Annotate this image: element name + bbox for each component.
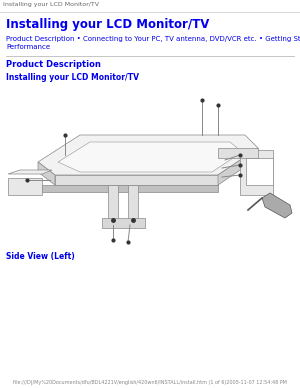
Polygon shape	[246, 158, 273, 185]
Polygon shape	[8, 170, 52, 174]
Polygon shape	[240, 150, 273, 195]
Text: Product Description: Product Description	[6, 60, 101, 69]
Polygon shape	[262, 193, 292, 218]
Polygon shape	[42, 185, 218, 192]
Text: Installing your LCD Monitor/TV: Installing your LCD Monitor/TV	[6, 18, 209, 31]
Polygon shape	[102, 218, 145, 228]
Polygon shape	[218, 148, 258, 158]
Polygon shape	[38, 162, 55, 185]
Text: Side View (Left): Side View (Left)	[6, 252, 75, 261]
Polygon shape	[55, 175, 218, 185]
Polygon shape	[58, 142, 242, 172]
Text: Installing your LCD Monitor/TV: Installing your LCD Monitor/TV	[3, 2, 99, 7]
Polygon shape	[108, 185, 118, 225]
Text: Installing your LCD Monitor/TV: Installing your LCD Monitor/TV	[6, 73, 139, 82]
Text: Product Description • Connecting to Your PC, TV antenna, DVD/VCR etc. • Getting : Product Description • Connecting to Your…	[6, 36, 300, 50]
Text: file:///D|/My%20Documents/dfu/BDL4221V/english/420wn6/INSTALL/install.htm (1 of : file:///D|/My%20Documents/dfu/BDL4221V/e…	[13, 379, 287, 385]
Polygon shape	[128, 185, 138, 225]
Polygon shape	[38, 135, 258, 175]
Polygon shape	[8, 178, 42, 195]
Polygon shape	[218, 148, 258, 185]
